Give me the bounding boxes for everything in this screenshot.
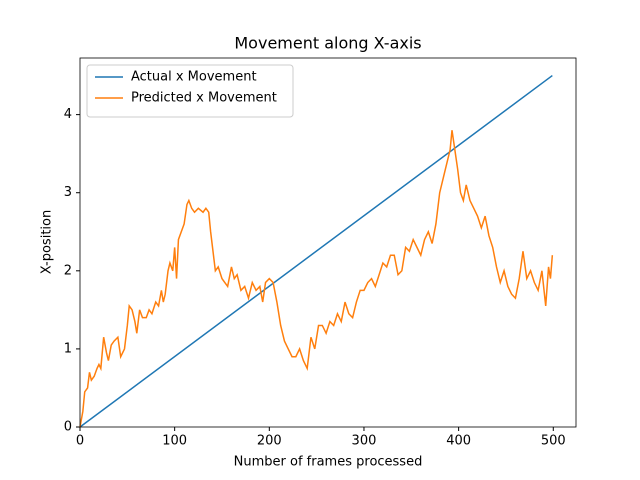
line-series xyxy=(79,74,553,428)
x-tick-label: 200 xyxy=(257,434,282,449)
y-tick-label: 2 xyxy=(64,263,72,278)
y-axis-label: X-position xyxy=(40,210,55,274)
x-tick-label: 0 xyxy=(76,434,84,449)
legend-label: Predicted x Movement xyxy=(131,91,277,106)
x-tick-label: 100 xyxy=(162,434,187,449)
x-tick-label: 400 xyxy=(446,434,471,449)
chart-title: Movement along X-axis xyxy=(234,34,421,53)
x-tick-label: 500 xyxy=(541,434,566,449)
line-series xyxy=(79,130,554,428)
y-tick-label: 0 xyxy=(64,420,72,435)
x-tick-label: 300 xyxy=(352,434,377,449)
y-tick-label: 1 xyxy=(64,341,72,356)
x-axis-label: Number of frames processed xyxy=(234,455,423,470)
y-tick-label: 3 xyxy=(64,185,72,200)
legend-box xyxy=(86,64,294,118)
plot-frame xyxy=(79,57,577,428)
y-tick-label: 4 xyxy=(64,107,72,122)
legend-label: Actual x Movement xyxy=(131,70,257,85)
